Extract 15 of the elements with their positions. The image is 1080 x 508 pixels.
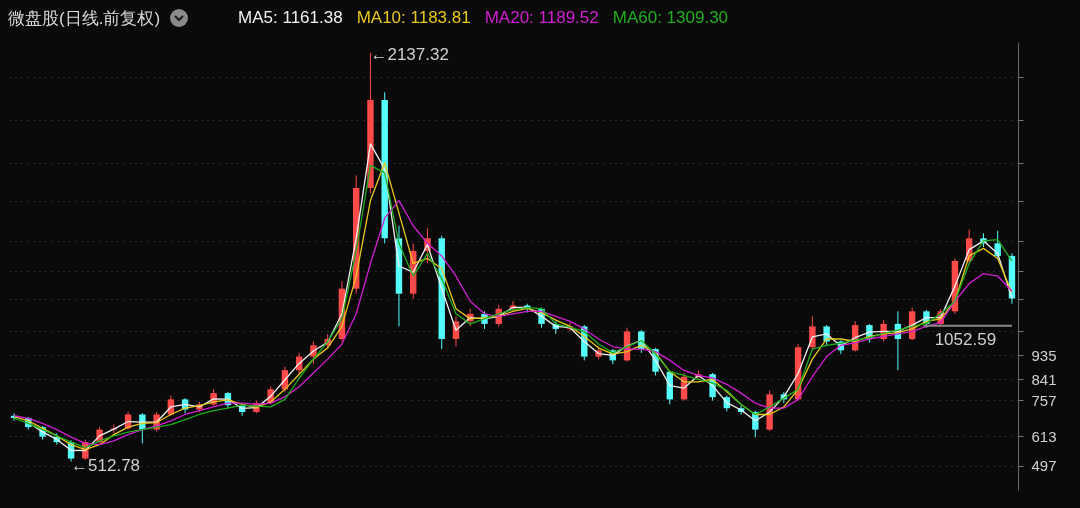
annotation: ←512.78 [71, 455, 141, 475]
y-tick-label: 757 [1031, 391, 1057, 409]
text: MA20: 1189.52 [484, 8, 599, 28]
y-tick-label: 613 [1031, 427, 1057, 445]
text: MA5: 1161.38 [238, 8, 343, 28]
text: MA60: 1309.30 [612, 8, 729, 28]
ref-line-label: 1052.59 [934, 329, 997, 349]
annotation: ←2137.32 [370, 44, 449, 64]
text: MA10: 1183.81 [356, 8, 471, 28]
y-tick-label: 841 [1031, 370, 1057, 388]
candlestick [994, 230, 1001, 259]
y-tick-label: 935 [1031, 346, 1057, 364]
y-tick-label: 497 [1031, 457, 1057, 475]
chart-title: 微盘股(日线.前复权) [8, 7, 161, 30]
candlestick [809, 315, 816, 350]
